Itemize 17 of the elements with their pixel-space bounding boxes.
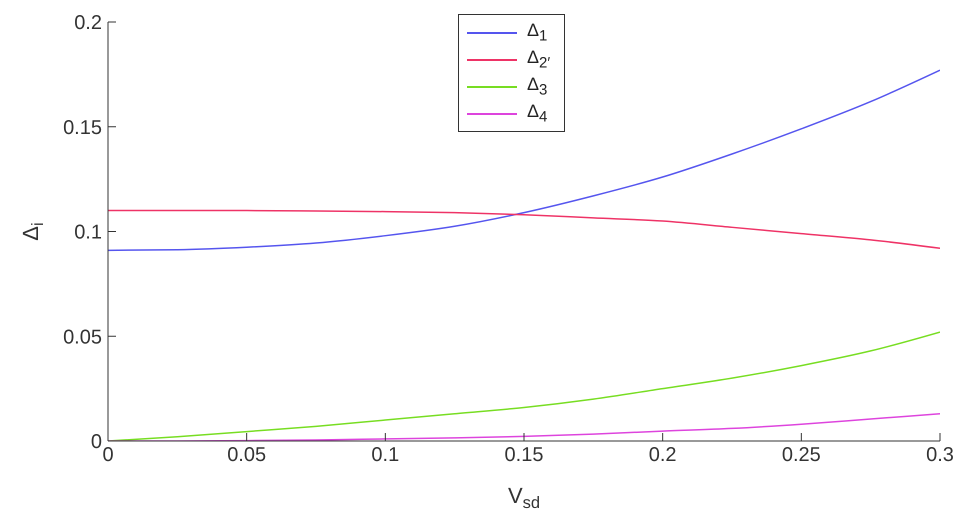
- y-tick-label: 0.1: [74, 222, 102, 244]
- x-tick-label: 0.05: [227, 444, 266, 466]
- legend-label: Δ$_{4}$: [527, 101, 548, 126]
- x-axis-title: V$_{sd}$: [508, 483, 540, 512]
- y-tick-label: 0.2: [74, 12, 102, 34]
- x-tick-label: 0.3: [926, 444, 954, 466]
- x-tick-label: 0.25: [782, 444, 821, 466]
- legend-label: Δ$_{3}$: [527, 74, 548, 99]
- x-tick-label: 0.2: [648, 444, 677, 466]
- y-tick-label: 0.15: [63, 116, 102, 139]
- x-tick-label: 0.1: [371, 444, 400, 466]
- x-tick-label: 0.15: [504, 444, 544, 466]
- legend-label: Δ$_{1}$: [527, 20, 548, 45]
- legend-label: Δ$_{2′}$: [527, 47, 550, 72]
- line-series: [108, 210, 940, 250]
- line-series: [108, 69, 940, 252]
- y-tick-label: 0.05: [63, 326, 102, 348]
